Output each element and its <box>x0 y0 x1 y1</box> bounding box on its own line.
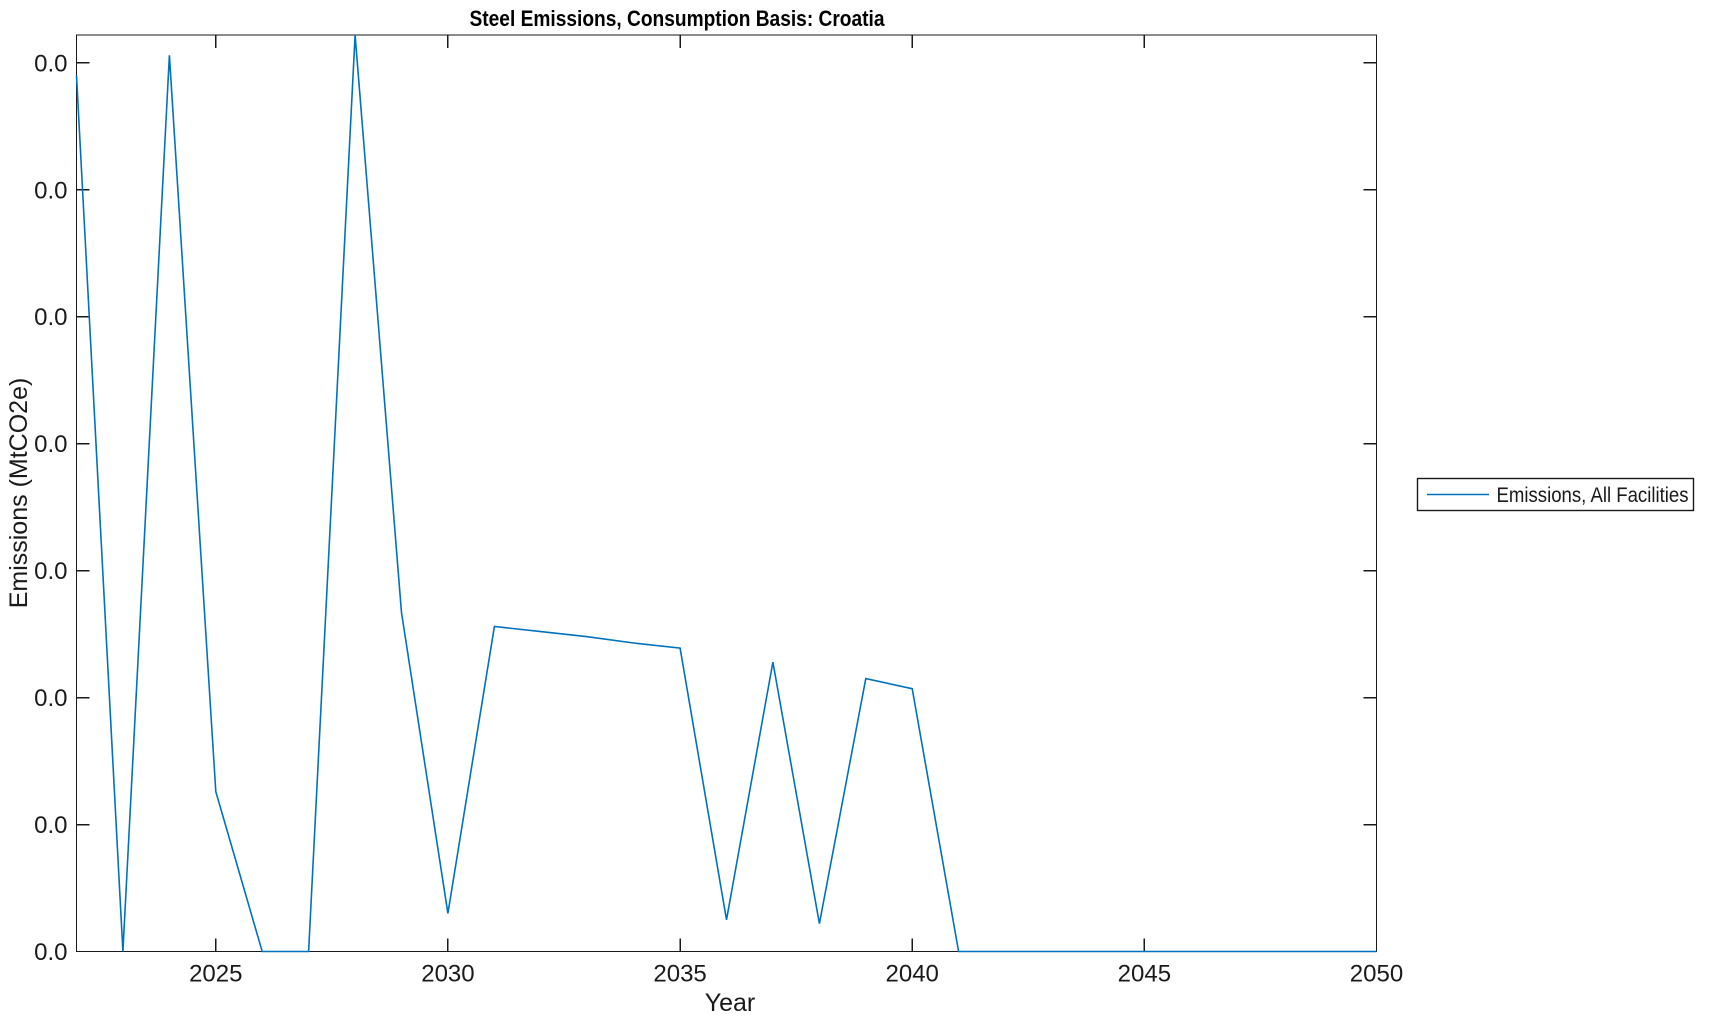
y-tick-label: 0.0 <box>34 431 67 458</box>
emissions-series-line <box>75 34 1377 953</box>
legend: Emissions, All Facilities <box>1416 477 1695 512</box>
y-tick-label: 0.0 <box>34 50 67 77</box>
y-tick-label: 0.0 <box>34 812 67 839</box>
y-tick-label: 0.0 <box>34 304 67 331</box>
y-tick-label: 0.0 <box>34 558 67 585</box>
x-tick-label: 2040 <box>886 961 939 988</box>
x-tick-label: 2030 <box>421 961 474 988</box>
plot-area: 2025 2030 2035 2040 2045 2050 0.0 0.0 0.0 0.0 0.0 0… <box>34 34 1403 988</box>
x-tick-label: 2045 <box>1118 961 1171 988</box>
x-tick-label: 2025 <box>189 961 242 988</box>
y-tick-label: 0.0 <box>34 939 67 966</box>
y-tick-label: 0.0 <box>34 177 67 204</box>
y-axis-label: Emissions (MtCO2e) <box>5 378 33 609</box>
x-tick-label: 2035 <box>653 961 706 988</box>
y-tick-label: 0.0 <box>34 685 67 712</box>
x-tick-label: 2050 <box>1350 961 1403 988</box>
x-axis-label: Year <box>705 989 756 1017</box>
legend-entry-label: Emissions, All Facilities <box>1497 484 1689 507</box>
chart-title: Steel Emissions, Consumption Basis: Croa… <box>470 6 886 31</box>
axes-box <box>75 34 1378 953</box>
